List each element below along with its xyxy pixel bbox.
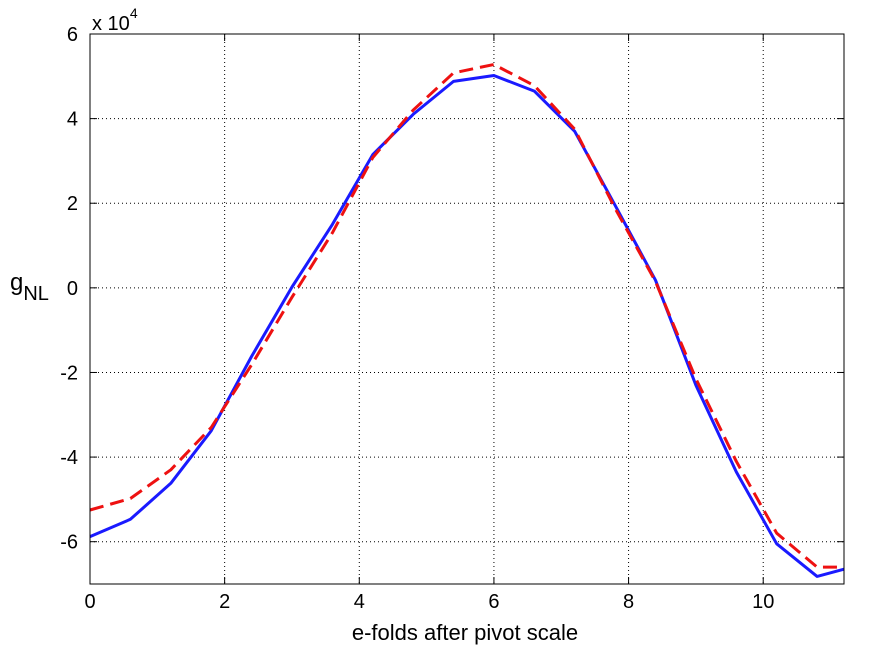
x-tick-label: 4 [354,591,365,613]
y-tick-label: 6 [67,24,78,46]
x-tick-label: 8 [623,591,634,613]
y-tick-label: -6 [60,532,78,554]
y-tick-label: 4 [67,109,78,131]
y-tick-label: -2 [60,362,78,384]
ticks [89,33,844,584]
x-tick-label: 2 [219,591,230,613]
y-tick-label: 0 [67,278,78,300]
x-tick-label: 10 [752,591,774,613]
y-tick-label: -4 [60,447,78,469]
y-tick-label: 2 [67,193,78,215]
series-line-2 [89,63,844,569]
tick-labels: 0 2 4 6 8 10 -6 -4 -2 0 2 4 6 [60,24,774,613]
x-tick-label: 6 [488,591,499,613]
x-tick-label: 0 [84,591,95,613]
plot-frame [89,33,845,585]
x-axis-label: e-folds after pivot scale [352,620,578,645]
y-axis-label: gNL [10,269,49,305]
series-layer [89,63,845,578]
series-line-1 [89,74,845,578]
y-multiplier: x 104 [92,5,138,35]
